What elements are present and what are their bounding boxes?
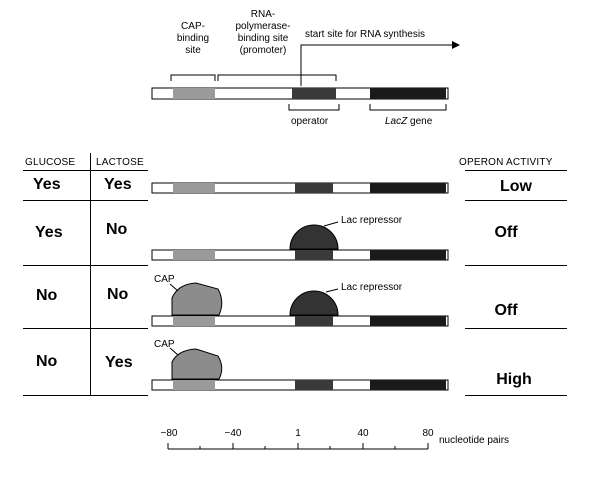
right-header-rule bbox=[465, 170, 567, 171]
operator-label: operator bbox=[291, 116, 329, 127]
row3-lactose: No bbox=[107, 286, 129, 303]
top-dna-strand bbox=[151, 87, 449, 100]
nucleotide-axis bbox=[167, 443, 429, 450]
left-row4-rule bbox=[23, 395, 148, 396]
right-row4-rule bbox=[465, 395, 567, 396]
axis-tick-label-m80: −80 bbox=[160, 428, 178, 439]
left-row1-rule bbox=[23, 200, 148, 201]
axis-unit-label: nucleotide pairs bbox=[439, 435, 510, 446]
glucose-header: GLUCOSE bbox=[25, 157, 76, 168]
rnap-line-4: (promoter) bbox=[239, 45, 287, 56]
row3-dna-strand bbox=[151, 315, 449, 327]
start-site-arrow bbox=[300, 44, 452, 86]
row2-dna-strand bbox=[151, 249, 449, 261]
axis-tick-label-1: 1 bbox=[295, 428, 301, 439]
left-header-rule bbox=[23, 170, 148, 171]
start-site-arrowhead bbox=[452, 41, 460, 49]
row3-cap-protein bbox=[171, 282, 223, 316]
gene-word: gene bbox=[407, 116, 433, 127]
row3-operator bbox=[295, 316, 333, 326]
axis-tick-label-80: 80 bbox=[422, 428, 434, 439]
row2-repressor-pointer bbox=[323, 221, 339, 227]
row3-glucose: No bbox=[36, 287, 58, 304]
lacz-gene-label: LacZ gene bbox=[385, 116, 432, 127]
row3-cap-site bbox=[173, 316, 215, 326]
row4-lactose: Yes bbox=[105, 354, 133, 371]
row1-lacz-gene bbox=[370, 183, 446, 193]
right-row1-rule bbox=[465, 200, 567, 201]
rnap-line-1: RNA- bbox=[250, 9, 276, 20]
row1-lactose: Yes bbox=[104, 176, 132, 193]
row1-dna-strand bbox=[151, 182, 449, 194]
axis-tick-label-40: 40 bbox=[357, 428, 369, 439]
top-operator bbox=[292, 88, 336, 99]
cap-binding-line-2: binding bbox=[176, 33, 210, 44]
row4-cap-pointer bbox=[169, 347, 179, 356]
row3-cap-pointer bbox=[169, 283, 179, 292]
left-row2-rule bbox=[23, 265, 148, 266]
start-site-label: start site for RNA synthesis bbox=[305, 29, 426, 40]
row2-lactose: No bbox=[106, 221, 128, 238]
top-cap-site bbox=[173, 88, 215, 99]
row2-operator bbox=[295, 250, 333, 260]
right-row2-rule bbox=[465, 265, 567, 266]
row4-cap-site bbox=[173, 380, 215, 390]
row3-lac-repressor-label: Lac repressor bbox=[341, 282, 403, 293]
row1-glucose: Yes bbox=[33, 176, 61, 193]
cap-site-bracket bbox=[170, 74, 216, 81]
row1-activity: Low bbox=[500, 178, 532, 195]
row4-cap-label: CAP bbox=[154, 339, 175, 350]
row2-glucose: Yes bbox=[35, 224, 63, 241]
row3-cap-label: CAP bbox=[154, 274, 175, 285]
row1-operator bbox=[295, 183, 333, 193]
lactose-header: LACTOSE bbox=[96, 157, 144, 168]
rnap-line-3: binding site bbox=[237, 33, 289, 44]
promoter-bracket bbox=[217, 74, 337, 81]
row3-lac-repressor bbox=[289, 290, 339, 316]
left-row3-rule bbox=[23, 328, 148, 329]
row4-cap-protein bbox=[171, 348, 223, 380]
top-lacz-gene bbox=[370, 88, 446, 99]
row4-operator bbox=[295, 380, 333, 390]
row4-activity: High bbox=[496, 371, 532, 388]
cap-binding-site-label: CAP- binding site bbox=[166, 21, 220, 57]
row4-dna-strand bbox=[151, 379, 449, 391]
axis-tick-label-m40: −40 bbox=[224, 428, 242, 439]
row3-activity: Off bbox=[494, 302, 518, 319]
row2-lacz-gene bbox=[370, 250, 446, 260]
row2-lac-repressor bbox=[289, 224, 339, 250]
row4-lacz-gene bbox=[370, 380, 446, 390]
row2-activity: Off bbox=[494, 224, 518, 241]
rnap-line-2: polymerase- bbox=[235, 21, 291, 32]
row4-glucose: No bbox=[36, 353, 58, 370]
cap-binding-line-1: CAP- bbox=[181, 21, 205, 32]
operon-activity-header: OPERON ACTIVITY bbox=[459, 157, 553, 168]
table-column-divider bbox=[90, 153, 91, 396]
operator-bracket bbox=[288, 104, 340, 111]
row2-cap-site bbox=[173, 250, 215, 260]
lacz-bracket bbox=[369, 104, 447, 111]
lacz-italic: LacZ bbox=[385, 116, 408, 127]
row2-lac-repressor-label: Lac repressor bbox=[341, 215, 403, 226]
row1-cap-site bbox=[173, 183, 215, 193]
row3-repressor-pointer bbox=[325, 288, 339, 293]
right-row3-rule bbox=[465, 328, 567, 329]
row3-lacz-gene bbox=[370, 316, 446, 326]
cap-binding-line-3: site bbox=[185, 45, 201, 56]
rna-polymerase-site-label: RNA- polymerase- binding site (promoter) bbox=[225, 9, 301, 57]
